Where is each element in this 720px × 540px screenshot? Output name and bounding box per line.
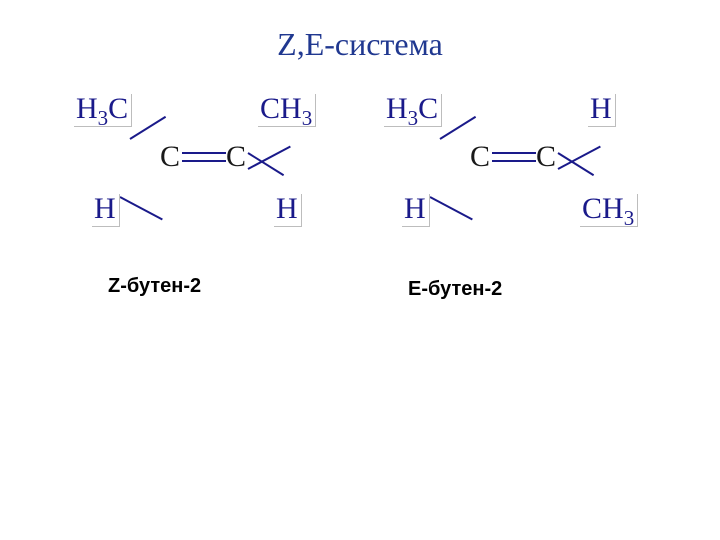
bond [492,152,536,154]
atom-label: C [470,142,490,172]
bond [430,196,473,220]
atom-label: C [226,142,246,172]
atom-label: H [588,94,616,127]
atom-label: H [274,194,302,227]
caption-z: Z-бутен-2 [108,275,201,298]
bond [492,160,536,162]
atom-label: C [160,142,180,172]
caption-e: E-бутен-2 [408,278,502,301]
slide-title: Z,E-система [0,26,720,63]
bond [120,196,163,220]
atom-label: H [92,194,120,227]
bond [182,160,226,162]
atom-label: H3C [384,94,442,127]
atom-label: CH3 [580,194,638,227]
bond [129,116,166,140]
atom-label: H [402,194,430,227]
atom-label: C [536,142,556,172]
molecule-z: H3CCH3CCHH [60,90,360,250]
atom-label: CH3 [258,94,316,127]
slide: { "title": { "text": "Z,E-система", "col… [0,0,720,540]
molecule-e: H3C H C C H CH3 [370,90,670,250]
atom-label: H3C [74,94,132,127]
bond [182,152,226,154]
bond [439,116,476,140]
